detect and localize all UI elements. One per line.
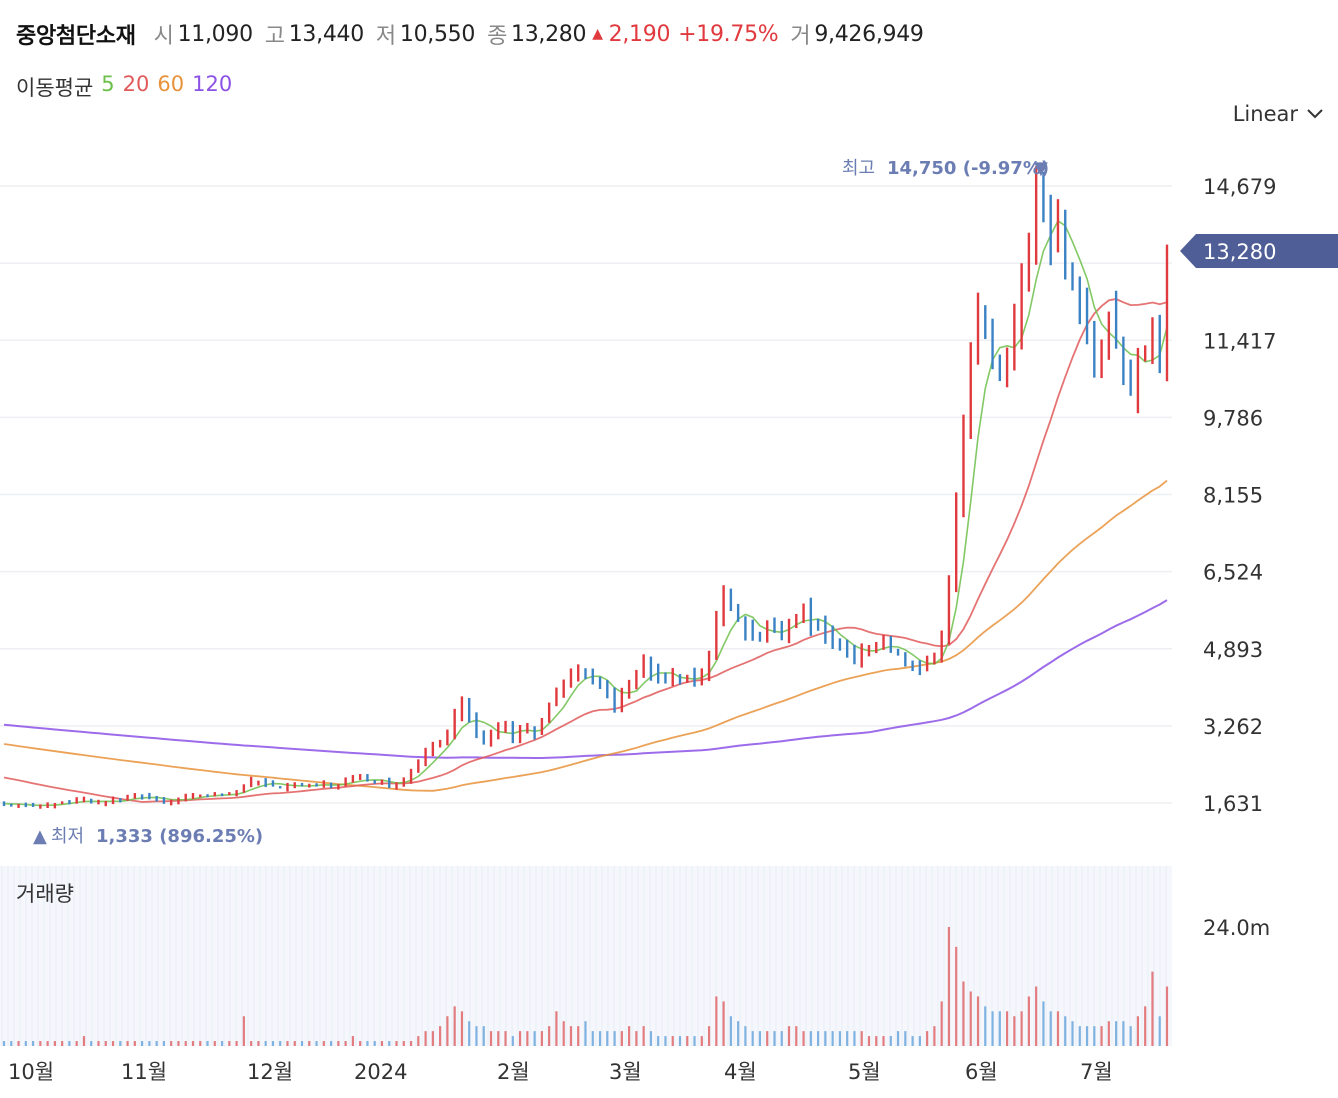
time-tick-label: 6월 <box>965 1060 998 1084</box>
open-value: 11,090 <box>177 21 253 47</box>
min-annotation: ▲ 최저 1,333 (896.25%) <box>33 826 263 847</box>
ma-20-line <box>3 298 1168 803</box>
ma-60-label[interactable]: 60 <box>157 72 185 96</box>
volume-axis-label: 24.0m <box>1203 916 1270 940</box>
price-tick-label: 9,786 <box>1203 406 1263 430</box>
time-axis: 10월 11월 12월 2024 2월 3월 4월 5월 6월 7월 <box>8 1060 1113 1084</box>
close-label: 종 <box>487 24 508 49</box>
volume-panel-stripes <box>1 866 1167 1046</box>
min-annotation-value: 1,333 (896.25%) <box>96 826 263 847</box>
time-tick-label: 12월 <box>247 1060 293 1084</box>
time-tick-label: 11월 <box>121 1060 167 1084</box>
stock-name: 중앙첨단소재 <box>16 24 136 49</box>
stock-header: 중앙첨단소재 시 11,090 고 13,440 저 10,550 종 13,2… <box>16 18 936 50</box>
price-tick-label: 14,679 <box>1203 175 1276 199</box>
min-arrow-icon: ▲ <box>33 826 47 847</box>
volume-panel-background <box>0 866 1172 1046</box>
price-tick-label: 8,155 <box>1203 484 1263 508</box>
ma-120-label[interactable]: 120 <box>192 72 233 96</box>
candlesticks <box>2 166 1169 809</box>
high-label: 고 <box>264 24 285 49</box>
current-price-tag: 13,280 <box>1180 234 1338 268</box>
time-tick-label: 5월 <box>848 1060 881 1084</box>
volume-value: 9,426,949 <box>814 21 924 47</box>
moving-average-legend: 이동평균 5 20 60 120 <box>16 72 232 102</box>
volume-label: 거 <box>790 24 811 49</box>
chevron-down-icon <box>1307 109 1323 119</box>
max-annotation: 최고 14,750 (-9.97%) ▼ <box>842 158 1049 179</box>
ma-5-line <box>3 219 1168 807</box>
close-value: 13,280 <box>511 21 587 47</box>
volume-bars <box>2 927 1169 1046</box>
time-tick-label: 3월 <box>609 1060 642 1084</box>
change-value: 2,190 <box>608 21 671 47</box>
open-label: 시 <box>153 24 174 49</box>
max-annotation-value: 14,750 (-9.97%) <box>887 158 1049 179</box>
volume-panel-title: 거래량 <box>16 882 74 906</box>
current-price-tag-shape <box>1180 234 1338 268</box>
time-tick-label: 7월 <box>1080 1060 1113 1084</box>
scale-selector[interactable]: Linear <box>1233 102 1324 126</box>
max-annotation-label: 최고 <box>842 158 875 179</box>
time-tick-label: 10월 <box>8 1060 54 1084</box>
change-percent: +19.75% <box>678 21 779 47</box>
max-arrow-icon: ▼ <box>1034 158 1048 179</box>
min-annotation-label: 최저 <box>51 826 84 847</box>
price-tick-label: 4,893 <box>1203 638 1263 662</box>
high-value: 13,440 <box>288 21 364 47</box>
price-tick-label: 3,262 <box>1203 715 1263 739</box>
time-tick-label: 4월 <box>724 1060 757 1084</box>
price-tick-label: 6,524 <box>1203 561 1263 585</box>
price-tick-label: 11,417 <box>1203 329 1276 353</box>
ma-60-line <box>3 479 1168 792</box>
scale-selector-label: Linear <box>1232 102 1298 126</box>
current-price-label: 13,280 <box>1203 240 1276 264</box>
grid-lines <box>0 185 1172 804</box>
time-tick-label: 2월 <box>497 1060 530 1084</box>
price-tick-label: 1,631 <box>1203 792 1263 816</box>
time-tick-label: 2024 <box>354 1060 407 1084</box>
up-triangle-icon: ▲ <box>592 26 603 42</box>
moving-average-lines <box>3 219 1168 807</box>
low-value: 10,550 <box>399 21 476 47</box>
ma-120-line <box>3 599 1168 759</box>
ma-20-label[interactable]: 20 <box>122 72 150 96</box>
ma-5-label[interactable]: 5 <box>101 72 115 96</box>
ma-legend-title: 이동평균 <box>16 76 94 100</box>
low-label: 저 <box>375 24 396 49</box>
price-axis: 1,631 3,262 4,893 6,524 8,155 9,786 11,417 14,6… <box>1203 175 1276 816</box>
